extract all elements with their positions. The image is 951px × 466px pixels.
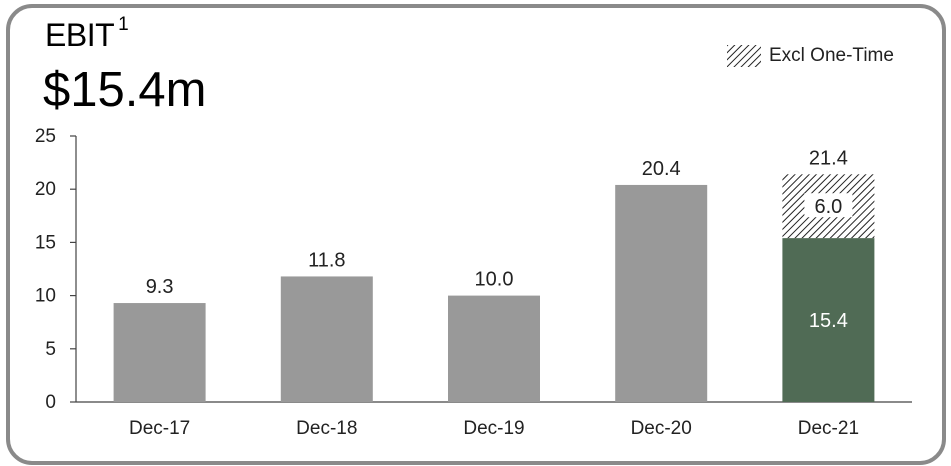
- bar-total-label: 9.3: [146, 276, 174, 298]
- title-footnote: 1: [118, 14, 129, 36]
- bar-total-label: 11.8: [308, 249, 345, 271]
- bar-total-label: 20.4: [642, 158, 681, 180]
- headline-value: $15.4m: [43, 63, 207, 117]
- chart-title: EBIT 1: [45, 14, 129, 54]
- bar-highlight: [782, 238, 875, 402]
- x-tick-label: Dec-17: [129, 418, 190, 439]
- y-tick-label: 20: [35, 179, 56, 200]
- legend: Excl One-Time: [727, 45, 894, 67]
- segment-label-extra: 6.0: [814, 196, 842, 218]
- y-tick-label: 0: [45, 392, 56, 413]
- bar: [280, 276, 373, 402]
- y-tick-label: 15: [35, 232, 56, 253]
- x-tick-label: Dec-19: [463, 418, 524, 439]
- bar: [615, 184, 708, 402]
- x-tick-label: Dec-20: [631, 418, 692, 439]
- y-tick-label: 25: [35, 126, 56, 147]
- title-text: EBIT: [45, 17, 115, 53]
- x-tick-label: Dec-21: [798, 418, 859, 439]
- y-tick-label: 5: [45, 339, 56, 360]
- legend-label: Excl One-Time: [769, 45, 894, 66]
- bar-total-label: 10.0: [475, 269, 514, 291]
- bar: [448, 295, 540, 402]
- bar: [113, 303, 206, 402]
- legend-hatch-swatch: [727, 45, 761, 67]
- segment-label-base: 15.4: [809, 310, 848, 332]
- bar-total-label: 21.4: [809, 147, 848, 169]
- x-tick-label: Dec-18: [296, 418, 357, 439]
- segment-label-bg: [804, 193, 853, 218]
- y-tick-label: 10: [35, 286, 56, 307]
